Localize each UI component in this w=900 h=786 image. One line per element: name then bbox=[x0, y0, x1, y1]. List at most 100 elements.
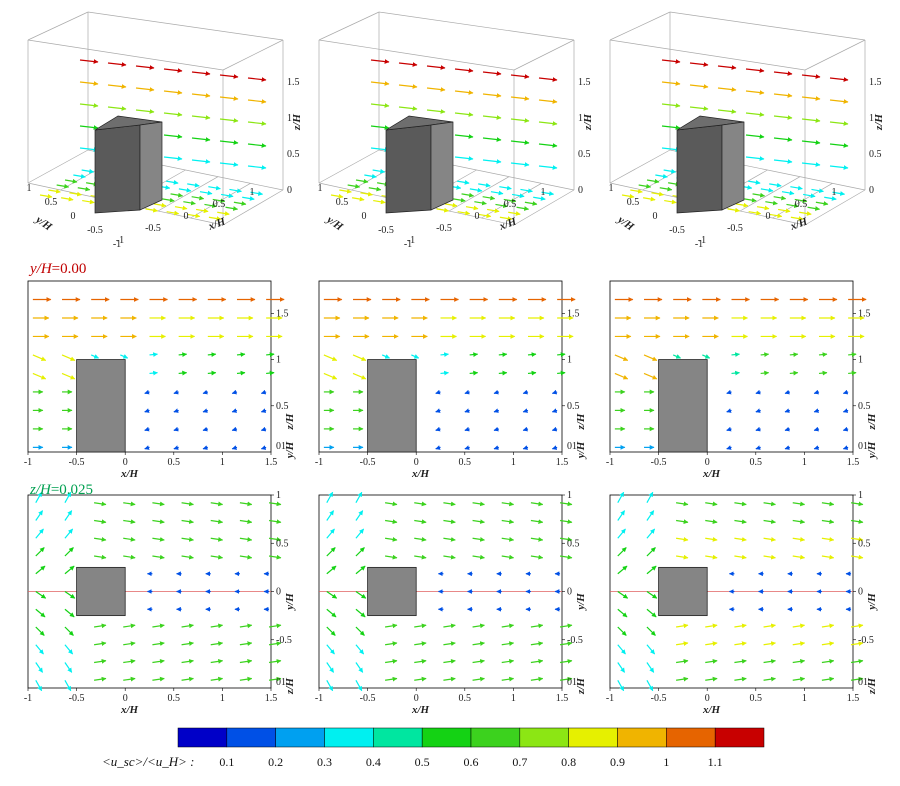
velocity-vector bbox=[239, 659, 253, 664]
velocity-vector bbox=[501, 501, 515, 507]
velocity-vector bbox=[152, 623, 165, 629]
colorbar-swatch bbox=[666, 727, 716, 748]
y-tick-label: 1 bbox=[567, 490, 572, 501]
velocity-vector bbox=[790, 216, 804, 221]
velocity-vector bbox=[191, 137, 211, 142]
velocity-vector bbox=[818, 352, 828, 357]
velocity-vector bbox=[792, 554, 806, 560]
xz-panel-2: -1 -0.5 0 0.5 1 1.5 0.5 1 1.5 01 x/H z/H y/H bbox=[315, 280, 587, 480]
velocity-vector bbox=[848, 370, 857, 376]
velocity-vector bbox=[152, 676, 165, 682]
velocity-vector bbox=[381, 354, 390, 359]
velocity-vector bbox=[443, 537, 456, 542]
x-tick-label: 1 bbox=[511, 457, 516, 468]
velocity-vector bbox=[94, 537, 107, 542]
x-tick-label: 1.5 bbox=[847, 457, 860, 468]
colorbar-swatch bbox=[373, 727, 423, 748]
x-tick-label: -1 bbox=[315, 693, 323, 704]
velocity-vector bbox=[82, 199, 95, 205]
velocity-vector bbox=[355, 644, 365, 655]
x-tick-label: -0.5 bbox=[727, 223, 743, 234]
velocity-vector bbox=[792, 501, 806, 507]
velocity-vector bbox=[435, 389, 441, 395]
velocity-vector bbox=[676, 659, 689, 664]
x-tick-label: 0.5 bbox=[795, 199, 808, 210]
velocity-vector bbox=[559, 676, 573, 682]
velocity-vector bbox=[219, 96, 239, 101]
velocity-vector bbox=[646, 178, 660, 184]
velocity-vector bbox=[330, 193, 344, 199]
velocity-vector bbox=[801, 162, 821, 167]
velocity-vector bbox=[646, 591, 658, 599]
velocity-vector bbox=[501, 641, 515, 646]
velocity-vector bbox=[94, 519, 107, 524]
velocity-vector bbox=[178, 370, 188, 376]
velocity-vector bbox=[385, 554, 398, 560]
velocity-vector bbox=[661, 81, 681, 86]
x-tick-label: -0.5 bbox=[360, 693, 376, 704]
velocity-vector bbox=[426, 87, 446, 92]
velocity-vector bbox=[807, 206, 821, 211]
velocity-vector bbox=[482, 71, 502, 76]
velocity-vector bbox=[792, 537, 806, 542]
x-axis-label: x/H bbox=[206, 215, 228, 233]
z-tick-label: 1 bbox=[578, 113, 583, 124]
x-tick-label: 1 bbox=[511, 693, 516, 704]
velocity-vector bbox=[260, 445, 267, 450]
velocity-vector bbox=[352, 196, 365, 202]
velocity-vector bbox=[144, 408, 150, 413]
velocity-vector bbox=[821, 501, 835, 507]
velocity-vector bbox=[443, 641, 456, 646]
velocity-vector bbox=[472, 519, 485, 524]
y-tick-label: -1 bbox=[113, 239, 121, 250]
velocity-vector bbox=[850, 623, 864, 629]
velocity-vector bbox=[94, 659, 107, 664]
velocity-vector bbox=[850, 554, 864, 560]
y-tick-label: -0.5 bbox=[378, 225, 394, 236]
colorbar-tick-label: 0.8 bbox=[561, 755, 576, 769]
velocity-vector bbox=[94, 554, 107, 560]
box-top-edge bbox=[318, 39, 515, 71]
velocity-vector bbox=[655, 173, 668, 179]
row2-label: y/H=0.00 bbox=[28, 261, 86, 277]
xz-panel-1: -1 -0.5 0 0.5 1 1.5 0.5 1 1.5 01 x/H z/H y/H bbox=[24, 280, 296, 480]
velocity-vector bbox=[726, 445, 732, 450]
z-axis-label: z/H bbox=[284, 413, 296, 430]
z-tick-label: 1.5 bbox=[276, 308, 289, 319]
velocity-vector bbox=[35, 565, 46, 575]
velocity-vector bbox=[501, 623, 515, 629]
velocity-vector bbox=[247, 99, 267, 104]
xz-panel-3: -1 -0.5 0 0.5 1 1.5 0.5 1 1.5 01 x/H z/H y/H bbox=[606, 280, 878, 480]
velocity-vector bbox=[472, 623, 485, 629]
row2-label-var: y/H bbox=[28, 261, 53, 277]
box-top-edge bbox=[609, 39, 806, 71]
z-tick-label: 0.5 bbox=[869, 149, 882, 160]
x-tick-label: 0.5 bbox=[750, 457, 763, 468]
x-tick-label: 0.5 bbox=[168, 457, 181, 468]
velocity-vector bbox=[617, 491, 625, 504]
velocity-vector bbox=[472, 501, 485, 507]
x-tick-label: 0 bbox=[705, 693, 710, 704]
velocity-vector bbox=[191, 93, 211, 98]
velocity-vector bbox=[202, 445, 208, 450]
velocity-vector bbox=[123, 554, 136, 560]
velocity-vector bbox=[94, 676, 107, 682]
velocity-vector bbox=[801, 118, 821, 123]
velocity-vector bbox=[499, 185, 512, 191]
velocity-vector bbox=[501, 519, 515, 524]
velocity-vector bbox=[457, 210, 471, 216]
velocity-vector bbox=[510, 140, 530, 145]
z-tick-label: 0.5 bbox=[287, 149, 300, 160]
velocity-vector bbox=[35, 679, 43, 692]
velocity-vector bbox=[617, 608, 628, 618]
velocity-vector bbox=[799, 211, 812, 216]
z-tick-label: 0.5 bbox=[276, 401, 289, 412]
velocity-vector bbox=[705, 641, 718, 646]
velocity-vector bbox=[784, 408, 790, 413]
colorbar-tick-label: 0.2 bbox=[268, 755, 283, 769]
velocity-vector bbox=[516, 206, 530, 211]
velocity-vector bbox=[482, 159, 502, 164]
y-axis-label: y/H bbox=[323, 213, 345, 234]
velocity-vector bbox=[370, 103, 390, 108]
velocity-vector bbox=[829, 77, 849, 82]
